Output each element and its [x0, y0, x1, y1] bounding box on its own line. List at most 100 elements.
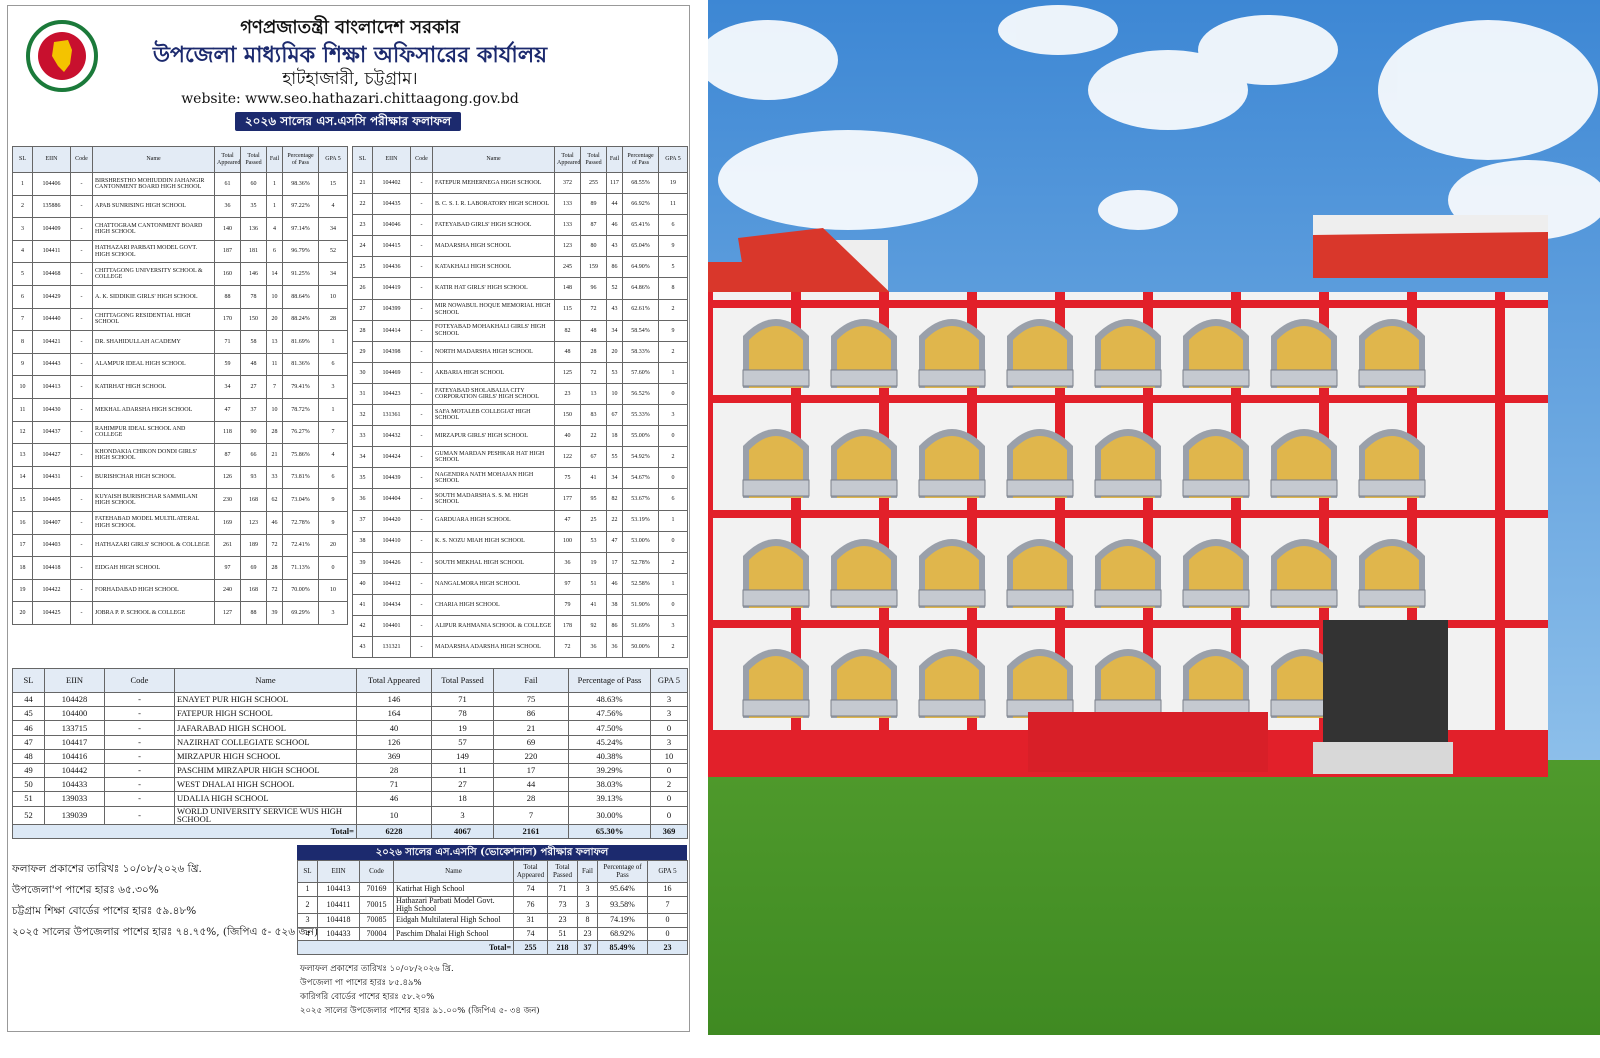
cell: 40 [356, 720, 432, 736]
cell: 150 [554, 404, 581, 427]
cell: 10 [356, 805, 432, 826]
cell: 28 [266, 420, 283, 445]
school-row: 2 135886- APAB SUNRISING HIGH SCHOOL 36 35 1 9… [12, 194, 348, 219]
school-row: 27 104399- MIR NOWABUL HOQUE MEMORIAL HIGH… [352, 298, 688, 321]
cell: 19 [12, 578, 33, 603]
cell: 139033 [44, 791, 105, 807]
cell: 104406 [32, 172, 71, 196]
total-value: 369 [650, 824, 688, 840]
cell: 97.14% [282, 217, 319, 241]
school-name: BIRSHRESTHO MOHIUDDIN JAHANGIR CANTONMEN… [92, 172, 215, 196]
column-header: GPA 5 [658, 146, 688, 173]
cell: 72 [580, 298, 607, 321]
cell: 0 [647, 926, 688, 942]
cell: - [410, 636, 433, 659]
cell: 0 [650, 762, 688, 779]
cell: 70004 [359, 926, 394, 942]
cell: 122 [554, 446, 581, 469]
column [1055, 292, 1065, 737]
cell: 123 [554, 235, 581, 258]
school-row: 1 104413 70169 Katirhat High School 74 71 3 95.… [297, 882, 688, 897]
cell: 27 [352, 298, 373, 321]
cell: - [70, 194, 93, 219]
school-name: KHONDAKIA CHIKON DONDI GIRLS' HIGH SCHOO… [92, 443, 215, 467]
cell: 149 [431, 748, 494, 764]
cell: 11 [431, 762, 494, 779]
cell: 29 [352, 340, 373, 363]
cell: 73.81% [282, 465, 319, 490]
cell: - [70, 330, 93, 354]
cell: 71 [356, 777, 432, 793]
cell: 36 [352, 488, 373, 511]
cell: 160 [214, 262, 241, 286]
school-name: CHARIA HIGH SCHOOL [432, 593, 555, 616]
school-row: 6 104429- A. K. SIDDIKIE GIRLS' HIGH SCHOO… [12, 284, 348, 309]
cell: 6 [266, 239, 283, 264]
cell: 115 [554, 298, 581, 321]
cell: 73.04% [282, 488, 319, 512]
cell: 104420 [372, 509, 411, 532]
cell: 104403 [32, 533, 71, 558]
column [708, 292, 713, 737]
cell: 43 [606, 235, 623, 258]
cell: - [104, 762, 175, 779]
cell: 0 [650, 720, 688, 736]
cell: 13 [266, 330, 283, 354]
cell: 10 [650, 748, 688, 764]
cell: - [410, 193, 433, 216]
cell: 23 [554, 382, 581, 406]
column [1319, 292, 1329, 737]
building [708, 215, 1548, 777]
cell: 22 [606, 509, 623, 532]
school-row: 49 104442- PASCHIM MIRZAPUR HIGH SCHOOL 28 1… [12, 762, 688, 779]
school-name: WEST DHALAI HIGH SCHOOL [174, 777, 357, 793]
cell: 55.00% [622, 425, 659, 448]
cell: 1 [658, 572, 688, 595]
cell: 6 [658, 488, 688, 511]
cell: 64.86% [622, 277, 659, 300]
school-row: 13 104427- KHONDAKIA CHIKON DONDI GIRLS' H… [12, 443, 348, 467]
cell: 240 [214, 578, 241, 603]
cell: 146 [240, 262, 267, 286]
note-line: উপজেলা পা পাশের হারঃ ৮৫.৪৯% [300, 978, 422, 988]
cell: 159 [580, 256, 607, 279]
vocational-table: SL EIIN Code Name Total Appeared Total Passed… [297, 860, 688, 956]
cell: 150 [240, 307, 267, 332]
cell: 126 [356, 734, 432, 750]
cell: 104435 [372, 193, 411, 216]
cell: 0 [658, 467, 688, 490]
cell: 104426 [372, 551, 411, 574]
cell: 47 [554, 509, 581, 532]
cell: 104404 [372, 488, 411, 511]
cell: 66.92% [622, 193, 659, 216]
school-name: CHATTOGRAM CANTONMENT BOARD HIGH SCHOOL [92, 217, 215, 241]
railing [1358, 589, 1426, 607]
cell: 36 [214, 194, 241, 219]
cell: 104398 [372, 340, 411, 363]
school-row: 47 104417- NAZIRHAT COLLEGIATE SCHOOL 126 57… [12, 734, 688, 750]
cell: 16 [12, 510, 33, 535]
cell: 62.61% [622, 298, 659, 321]
cell: 30.00% [568, 805, 651, 826]
cell: 3 [318, 375, 348, 399]
cell: 10 [266, 397, 283, 422]
cell: 75 [554, 467, 581, 490]
cell: 97 [214, 556, 241, 580]
cell: - [104, 720, 175, 736]
cell: 2 [658, 446, 688, 469]
cell: 104469 [372, 361, 411, 384]
school-row: 50 104433- WEST DHALAI HIGH SCHOOL 71 27 44 38… [12, 777, 688, 793]
cell: 36 [606, 636, 623, 659]
total-value: 218 [547, 940, 578, 956]
header-row: SL EIIN Code Name Total Appeared Total Passed… [12, 146, 348, 173]
cell: 104411 [32, 239, 71, 264]
cell: 104425 [32, 601, 71, 625]
school-name: ENAYET PUR HIGH SCHOOL [174, 691, 357, 708]
result-sheet [7, 5, 690, 1032]
cell: 104409 [32, 217, 71, 241]
school-row: 38 104410- K. S. NOZU MIAH HIGH SCHOOL 100 5… [352, 530, 688, 553]
school-name: APAB SUNRISING HIGH SCHOOL [92, 194, 215, 219]
cell: 104436 [372, 256, 411, 279]
cell: 104418 [317, 913, 360, 928]
